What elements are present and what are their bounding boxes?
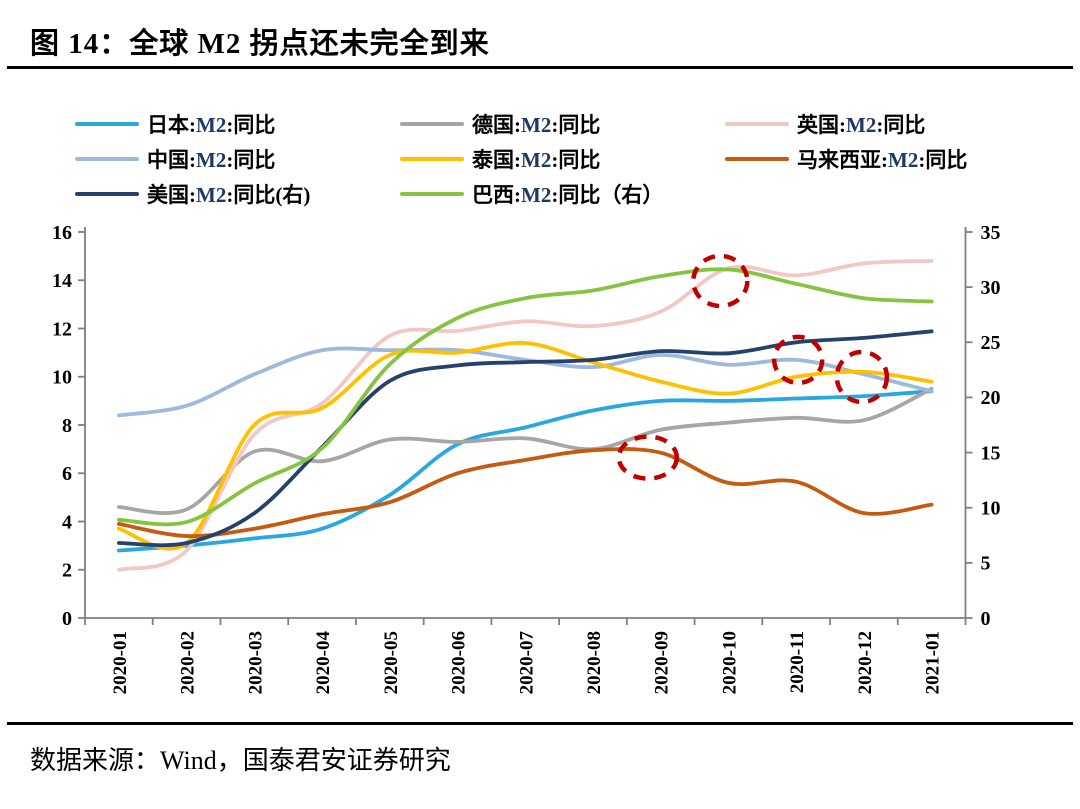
legend-text-m2: M2 xyxy=(521,148,552,172)
y-axis-right-label: 10 xyxy=(981,498,1001,520)
legend-item-uk: 英国:M2:同比 xyxy=(725,109,925,139)
x-axis-label: 2020-08 xyxy=(584,631,605,694)
legend-text-m2: M2 xyxy=(196,183,227,207)
x-axis-label: 2020-10 xyxy=(719,631,740,694)
y-axis-left-label: 10 xyxy=(52,367,72,389)
x-axis-label: 2020-04 xyxy=(313,631,334,695)
legend-text: 泰国: xyxy=(472,148,521,172)
legend-swatch-japan xyxy=(75,122,139,126)
y-axis-left-label: 14 xyxy=(52,270,72,292)
legend-item-brazil: 巴西:M2:同比（右） xyxy=(400,179,663,209)
legend-text: 日本: xyxy=(147,113,196,137)
annotation-circle xyxy=(691,253,750,309)
y-axis-left-label: 2 xyxy=(62,560,72,582)
x-axis-label: 2020-06 xyxy=(449,631,470,694)
y-axis-right-label: 25 xyxy=(981,332,1001,354)
y-axis-right-label: 20 xyxy=(981,387,1001,409)
legend-text-m2: M2 xyxy=(846,113,877,137)
legend-swatch-us xyxy=(75,192,139,196)
x-axis-label: 2020-07 xyxy=(516,631,537,695)
y-axis-right-label: 15 xyxy=(981,442,1001,464)
series-line-uk xyxy=(117,259,934,572)
y-axis-left-label: 16 xyxy=(52,222,72,244)
y-axis-left-label: 8 xyxy=(62,415,72,437)
x-axis-label: 2020-11 xyxy=(787,631,808,693)
x-axis-label: 2021-01 xyxy=(923,631,944,694)
series-line-brazil xyxy=(117,267,934,527)
x-axis-label: 2020-12 xyxy=(855,631,876,694)
legend-label-china: 中国:M2:同比 xyxy=(147,144,275,174)
y-axis-left-label: 6 xyxy=(62,463,72,485)
legend-text-m2: M2 xyxy=(521,113,552,137)
legend-text: :同比(右) xyxy=(226,183,311,207)
legend-text-m2: M2 xyxy=(196,113,227,137)
data-source: 数据来源：Wind，国泰君安证券研究 xyxy=(30,746,451,775)
title-divider-rule xyxy=(7,66,1073,69)
legend-item-germany: 德国:M2:同比 xyxy=(400,109,600,139)
legend-label-us: 美国:M2:同比(右) xyxy=(147,179,310,209)
legend-text: :同比 xyxy=(551,148,601,172)
legend-label-germany: 德国:M2:同比 xyxy=(472,109,600,139)
annotation-circle xyxy=(834,349,890,405)
legend-text: 美国: xyxy=(147,183,196,207)
legend-text: 中国: xyxy=(147,148,196,172)
legend-text: 德国: xyxy=(472,113,521,137)
legend-label-thailand: 泰国:M2:同比 xyxy=(472,144,600,174)
legend-swatch-malaysia xyxy=(725,157,789,161)
annotation-circle xyxy=(771,334,825,386)
legend-label-japan: 日本:M2:同比 xyxy=(147,109,275,139)
legend-swatch-thailand xyxy=(400,157,464,161)
x-axis-label: 2020-09 xyxy=(652,631,673,694)
legend-text: 马来西亚: xyxy=(797,148,888,172)
series-line-japan xyxy=(117,389,934,553)
legend-swatch-brazil xyxy=(400,192,464,196)
legend-text: 英国: xyxy=(797,113,846,137)
legend-swatch-germany xyxy=(400,122,464,126)
legend-text-m2: M2 xyxy=(521,183,552,207)
legend-text: :同比 xyxy=(226,148,276,172)
footer-divider-rule xyxy=(7,722,1073,725)
x-axis-label: 2020-05 xyxy=(381,631,402,694)
x-axis-label: 2020-02 xyxy=(178,631,199,694)
legend-item-malaysia: 马来西亚:M2:同比 xyxy=(725,144,967,174)
x-axis-label: 2020-01 xyxy=(110,631,131,694)
legend-text-m2: M2 xyxy=(888,148,919,172)
legend-item-thailand: 泰国:M2:同比 xyxy=(400,144,600,174)
series-line-malaysia xyxy=(117,447,934,538)
figure-title: 图 14：全球 M2 拐点还未完全到来 xyxy=(30,28,490,60)
legend-text: 巴西: xyxy=(472,183,521,207)
legend-text-m2: M2 xyxy=(196,148,227,172)
y-axis-left-label: 12 xyxy=(52,318,72,340)
annotation-circle xyxy=(616,434,680,481)
legend-text: :同比 xyxy=(551,113,601,137)
legend-swatch-china xyxy=(75,157,139,161)
legend-label-uk: 英国:M2:同比 xyxy=(797,109,925,139)
series-line-china xyxy=(117,346,934,418)
legend-label-brazil: 巴西:M2:同比（右） xyxy=(472,179,663,209)
legend-text: :同比 xyxy=(226,113,276,137)
series-line-us xyxy=(117,329,934,548)
y-axis-right-label: 30 xyxy=(981,277,1001,299)
y-axis-left-label: 0 xyxy=(62,608,72,630)
legend-label-malaysia: 马来西亚:M2:同比 xyxy=(797,144,967,174)
y-axis-right-label: 5 xyxy=(981,553,991,575)
legend-item-japan: 日本:M2:同比 xyxy=(75,109,275,139)
y-axis-right-label: 35 xyxy=(981,222,1001,244)
legend-text: :同比 xyxy=(918,148,968,172)
legend-text: :同比（右） xyxy=(551,183,664,207)
series-line-thailand xyxy=(117,340,934,551)
legend-text: :同比 xyxy=(876,113,926,137)
legend-swatch-uk xyxy=(725,122,789,126)
legend-item-us: 美国:M2:同比(右) xyxy=(75,179,310,209)
legend-item-china: 中国:M2:同比 xyxy=(75,144,275,174)
series-line-germany xyxy=(117,386,934,515)
y-axis-right-label: 0 xyxy=(981,608,991,630)
y-axis-left-label: 4 xyxy=(62,511,72,533)
x-axis-label: 2020-03 xyxy=(245,631,266,694)
